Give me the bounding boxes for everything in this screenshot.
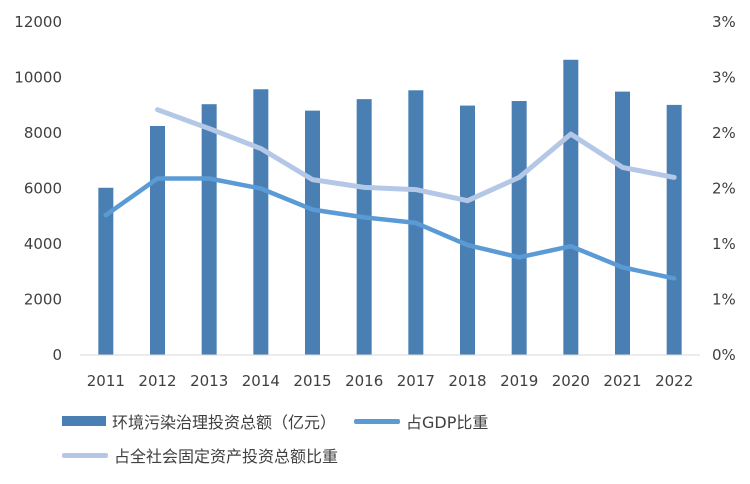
y-left-tick-label: 2000 [24, 291, 62, 309]
legend-row-2: 占全社会固定资产投资总额比重 [62, 438, 702, 472]
legend-label-gdp-share: 占GDP比重 [406, 413, 489, 432]
legend-label-fai-share: 占全社会固定资产投资总额比重 [114, 447, 339, 466]
y-right-tick-label: 3% [712, 13, 736, 31]
y-right-tick-label: 3% [712, 69, 736, 87]
legend-item-gdp-share: 占GDP比重 [354, 409, 488, 433]
y-left-tick-label: 4000 [24, 235, 62, 253]
x-tick-label: 2022 [655, 372, 693, 390]
legend-row-1: 环境污染治理投资总额（亿元） 占GDP比重 [62, 404, 702, 438]
x-tick-label: 2014 [242, 372, 280, 390]
legend-item-investment: 环境污染治理投资总额（亿元） [62, 409, 336, 433]
bar-2020 [563, 59, 579, 355]
y-right-tick-label: 1% [712, 291, 736, 309]
y-left-tick-label: 6000 [24, 180, 62, 198]
bar-2016 [356, 99, 372, 356]
axis-layer: 2011 2012 2013 2014 2015 2016 2017 2018 2019 2020… [14, 13, 736, 390]
legend-swatch-gdp-line [354, 418, 401, 424]
bar-2015 [305, 110, 320, 355]
y-left-tick-label: 10000 [14, 69, 62, 87]
y-left-tick-label: 12000 [14, 13, 62, 31]
y-left-tick-label: 0 [52, 346, 62, 364]
legend-label-investment: 环境污染治理投资总额（亿元） [112, 413, 337, 432]
x-tick-label: 2016 [345, 372, 383, 390]
gdp-share-line [103, 176, 677, 281]
bar-2011 [98, 187, 114, 355]
bar-2013 [201, 104, 217, 356]
x-tick-label: 2020 [552, 372, 590, 390]
y-right-tick-label: 2% [712, 124, 736, 142]
bar-2012 [150, 125, 165, 355]
bar-2021 [615, 91, 630, 356]
x-tick-label: 2018 [448, 372, 486, 390]
x-tick-label: 2021 [603, 372, 641, 390]
legend-swatch-bar [62, 416, 106, 426]
y-right-tick-label: 2% [712, 180, 736, 198]
fai-share-line [155, 107, 677, 204]
x-tick-label: 2017 [397, 372, 435, 390]
x-tick-label: 2013 [190, 372, 228, 390]
bar-2018 [460, 105, 475, 355]
bar-2022 [666, 104, 682, 355]
bar-2014 [253, 89, 269, 356]
bar-2019 [511, 101, 527, 355]
legend-swatch-fai-line [62, 452, 108, 458]
lines-layer [103, 107, 677, 281]
y-right-tick-label: 0% [712, 346, 736, 364]
legend: 环境污染治理投资总额（亿元） 占GDP比重 占全社会固定资产投资总额比重 [62, 404, 702, 472]
x-tick-label: 2011 [87, 372, 125, 390]
x-tick-label: 2015 [293, 372, 331, 390]
x-tick-label: 2012 [138, 372, 176, 390]
x-tick-label: 2019 [500, 372, 538, 390]
y-left-tick-label: 8000 [24, 124, 62, 142]
y-right-tick-label: 1% [712, 235, 736, 253]
bars-layer [98, 59, 682, 356]
legend-item-fai-share: 占全社会固定资产投资总额比重 [62, 443, 338, 467]
